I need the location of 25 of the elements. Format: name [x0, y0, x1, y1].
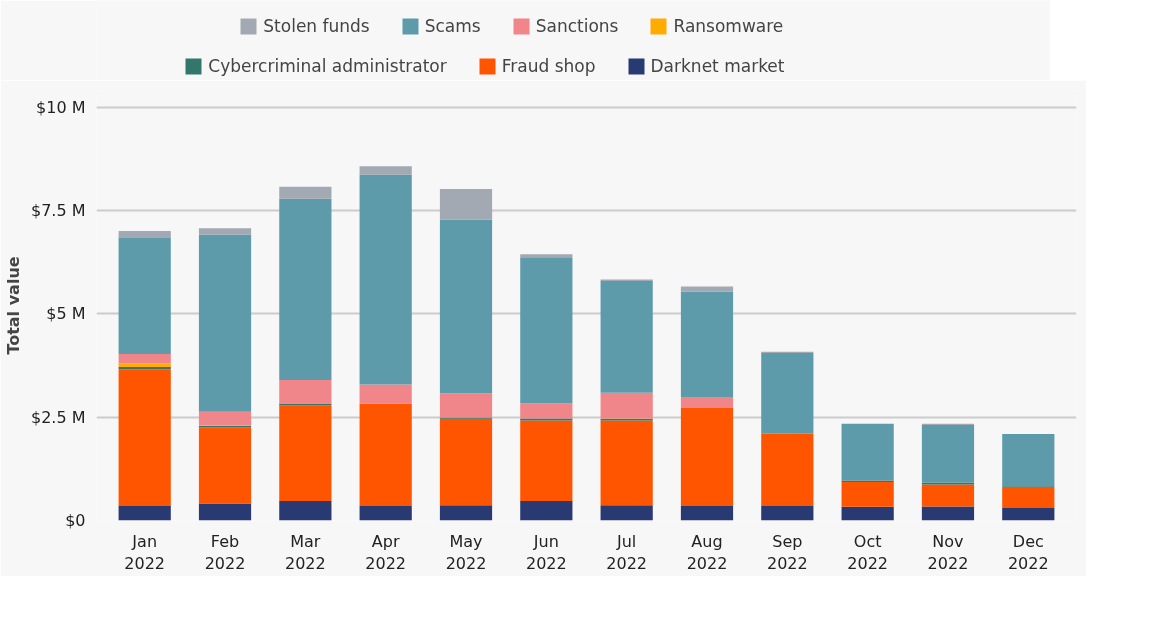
y-tick-label: $10 M	[36, 97, 86, 117]
legend-label: Cybercriminal administrator	[208, 56, 447, 76]
x-tick-label: Mar 2022	[284, 531, 326, 574]
y-axis-title: Total value	[3, 256, 23, 355]
x-tick-label: May 2022	[445, 531, 487, 574]
legend-label: Darknet market	[650, 56, 785, 76]
x-tick-label: Feb 2022	[204, 531, 246, 574]
y-tick-label: $7.5 M	[30, 200, 86, 220]
legend-label: Scams	[424, 16, 481, 36]
x-tick-label: Apr 2022	[365, 531, 407, 574]
x-tick-label: Dec 2022	[1007, 531, 1049, 574]
x-tick-label: Sep 2022	[766, 531, 808, 574]
x-tick-label: Jun 2022	[525, 531, 567, 574]
legend-label: Ransomware	[673, 16, 784, 36]
x-tick-label: Nov 2022	[927, 531, 969, 574]
y-tick-label: $5 M	[46, 304, 86, 324]
x-tick-label: Aug 2022	[686, 531, 728, 574]
legend-label: Stolen funds	[263, 16, 370, 36]
x-tick-label: Jan 2022	[124, 531, 166, 574]
legend-label: Fraud shop	[501, 56, 596, 76]
y-tick-label: $2.5 M	[30, 407, 86, 427]
y-tick-label: $0	[65, 511, 86, 530]
x-tick-label: Jul 2022	[606, 531, 648, 574]
legend-label: Sanctions	[535, 16, 619, 36]
x-tick-label: Oct 2022	[847, 531, 889, 574]
